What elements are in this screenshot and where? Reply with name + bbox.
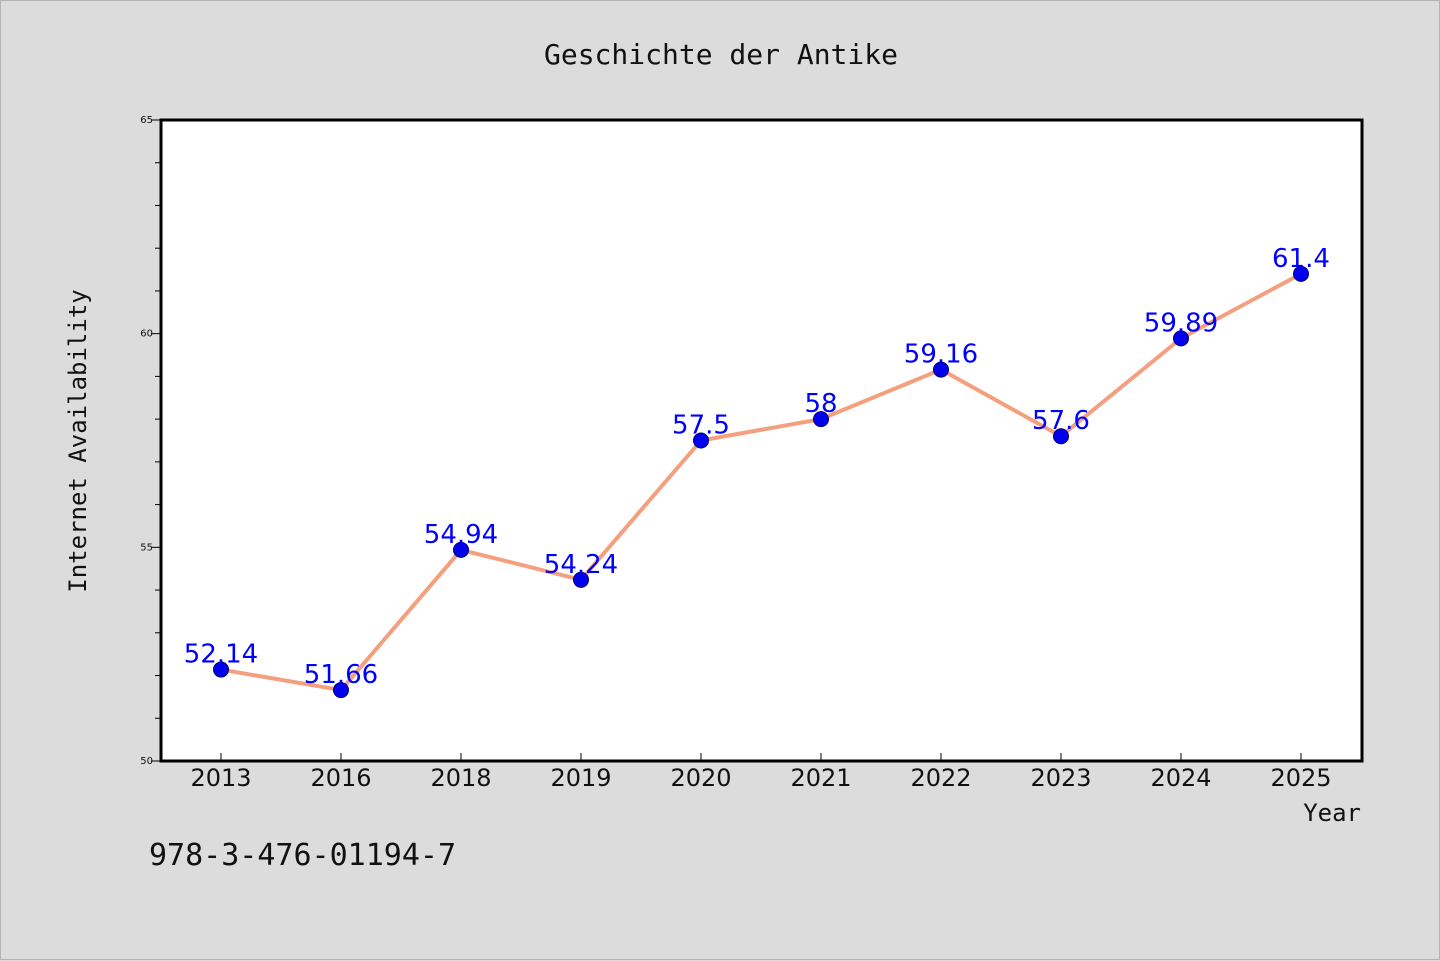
x-tick-label: 2019	[550, 764, 611, 792]
data-label: 61.4	[1272, 244, 1330, 274]
isbn-text: 978-3-476-01194-7	[149, 838, 456, 873]
data-label: 59.89	[1144, 308, 1218, 338]
data-label: 57.5	[672, 411, 730, 441]
x-tick-label: 2020	[670, 764, 731, 792]
y-axis-ticks: 50 55 60 65	[140, 115, 161, 767]
data-label: 58	[804, 389, 837, 419]
data-point	[333, 682, 349, 699]
series-layer	[213, 265, 1309, 699]
data-labels-layer: 52.14 51.66 54.94 54.24 57.5 58 59.16 57.6 59.89…	[184, 244, 1330, 690]
x-axis-ticks: 2013 2016 2018 2019 2020 2021 2022 2023 2024 2025	[190, 753, 1332, 792]
data-point	[933, 361, 949, 378]
y-tick-label: 65	[140, 115, 153, 126]
chart-title: Geschichte der Antike	[544, 38, 898, 71]
x-tick-label: 2016	[310, 764, 371, 792]
y-tick-label: 55	[140, 542, 153, 553]
series-line	[219, 271, 1303, 693]
data-point	[1053, 428, 1069, 445]
data-label: 59.16	[904, 340, 978, 370]
x-tick-label: 2018	[430, 764, 491, 792]
data-label: 54.24	[544, 550, 618, 580]
data-label: 51.66	[304, 660, 378, 690]
plot-area	[159, 118, 1364, 763]
y-tick-label: 60	[140, 329, 153, 340]
data-point	[813, 411, 829, 428]
x-tick-label: 2022	[910, 764, 971, 792]
data-point	[693, 432, 709, 449]
y-axis-label: Internet Availability	[64, 289, 92, 592]
y-tick-label: 50	[140, 756, 153, 767]
data-point	[453, 541, 469, 558]
data-point	[573, 571, 589, 588]
data-point	[213, 661, 229, 678]
x-axis-label: Year	[1303, 799, 1361, 827]
data-label: 57.6	[1032, 406, 1090, 436]
x-tick-label: 2023	[1030, 764, 1091, 792]
x-tick-label: 2025	[1270, 764, 1331, 792]
data-label: 54.94	[424, 520, 498, 550]
x-tick-label: 2024	[1150, 764, 1211, 792]
x-tick-label: 2013	[190, 764, 251, 792]
data-label: 52.14	[184, 640, 258, 670]
x-tick-label: 2021	[790, 764, 851, 792]
data-point	[1173, 330, 1189, 347]
data-point	[1293, 265, 1309, 282]
